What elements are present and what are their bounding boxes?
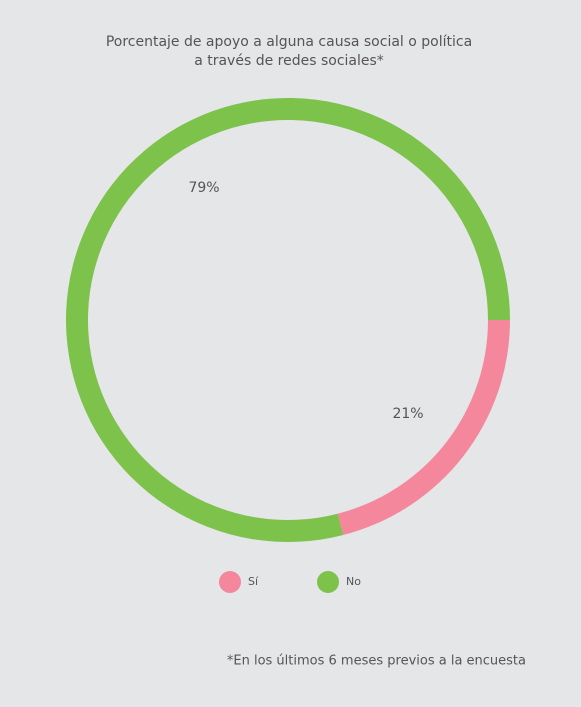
legend-label: Sí	[248, 575, 259, 588]
chart-title: a través de redes sociales*	[194, 53, 384, 69]
data-label: 21%	[392, 406, 423, 422]
legend-swatch	[317, 571, 339, 593]
legend-swatch	[219, 571, 241, 593]
data-label: 79%	[188, 180, 219, 196]
chart-title: Porcentaje de apoyo a alguna causa socia…	[106, 34, 472, 50]
legend-label: No	[346, 575, 361, 588]
footnote: *En los últimos 6 meses previos a la enc…	[227, 654, 526, 669]
donut-segment	[337, 320, 510, 536]
